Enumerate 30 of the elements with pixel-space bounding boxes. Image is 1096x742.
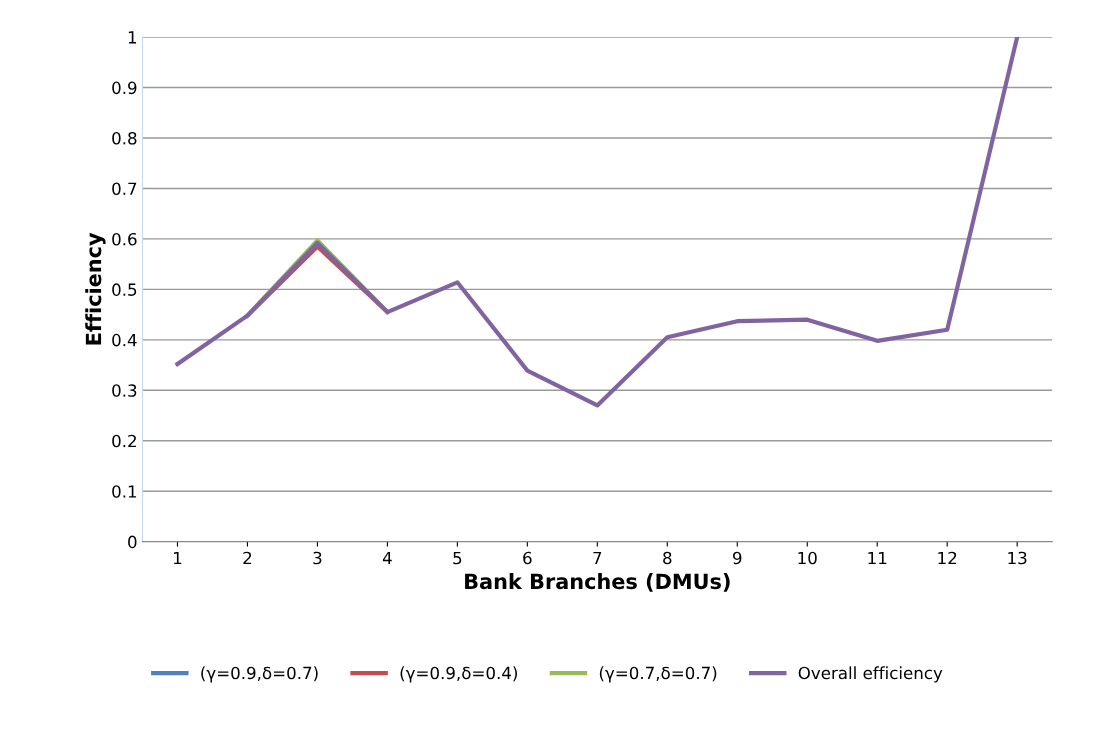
x-tick-label: 9: [733, 551, 742, 565]
y-tick-label: 0.1: [112, 485, 137, 498]
x-tick-label: 3: [313, 551, 322, 565]
y-tick-label: 0.8: [112, 131, 137, 145]
x-tick-label: 2: [243, 551, 252, 565]
y-tick-label: 0.7: [112, 182, 137, 196]
x-tick-label: 6: [523, 551, 532, 565]
x-axis-title: Bank Branches (DMUs): [465, 573, 730, 592]
legend-label: (γ=0.9,δ=0.7): [201, 666, 318, 683]
x-tick-label: 4: [382, 551, 392, 565]
y-tick-label: 0.2: [112, 434, 136, 448]
x-tick-label: 11: [868, 551, 887, 565]
legend-label: (γ=0.7,δ=0.7): [599, 666, 717, 683]
x-tick-label: 12: [938, 551, 957, 565]
y-axis-title: Efficiency: [85, 232, 106, 345]
y-tick-label: 1: [128, 31, 137, 44]
y-tick-label: 0.9: [112, 81, 137, 95]
y-tick-label: 0.6: [112, 232, 137, 246]
y-tick-label: 0.3: [112, 384, 137, 397]
x-tick-label: 7: [593, 551, 602, 565]
y-tick-label: 0: [128, 535, 137, 549]
x-tick-label: 10: [798, 551, 817, 565]
x-tick-label: 5: [453, 551, 462, 565]
x-tick-label: 13: [1008, 551, 1027, 565]
x-tick-label: 1: [174, 551, 182, 565]
y-tick-label: 0.4: [112, 333, 137, 347]
y-tick-label: 0.5: [112, 283, 137, 296]
x-tick-label: 8: [663, 551, 672, 565]
legend-label: (γ=0.9,δ=0.4): [400, 666, 517, 683]
legend-label: Overall efficiency: [798, 666, 943, 683]
